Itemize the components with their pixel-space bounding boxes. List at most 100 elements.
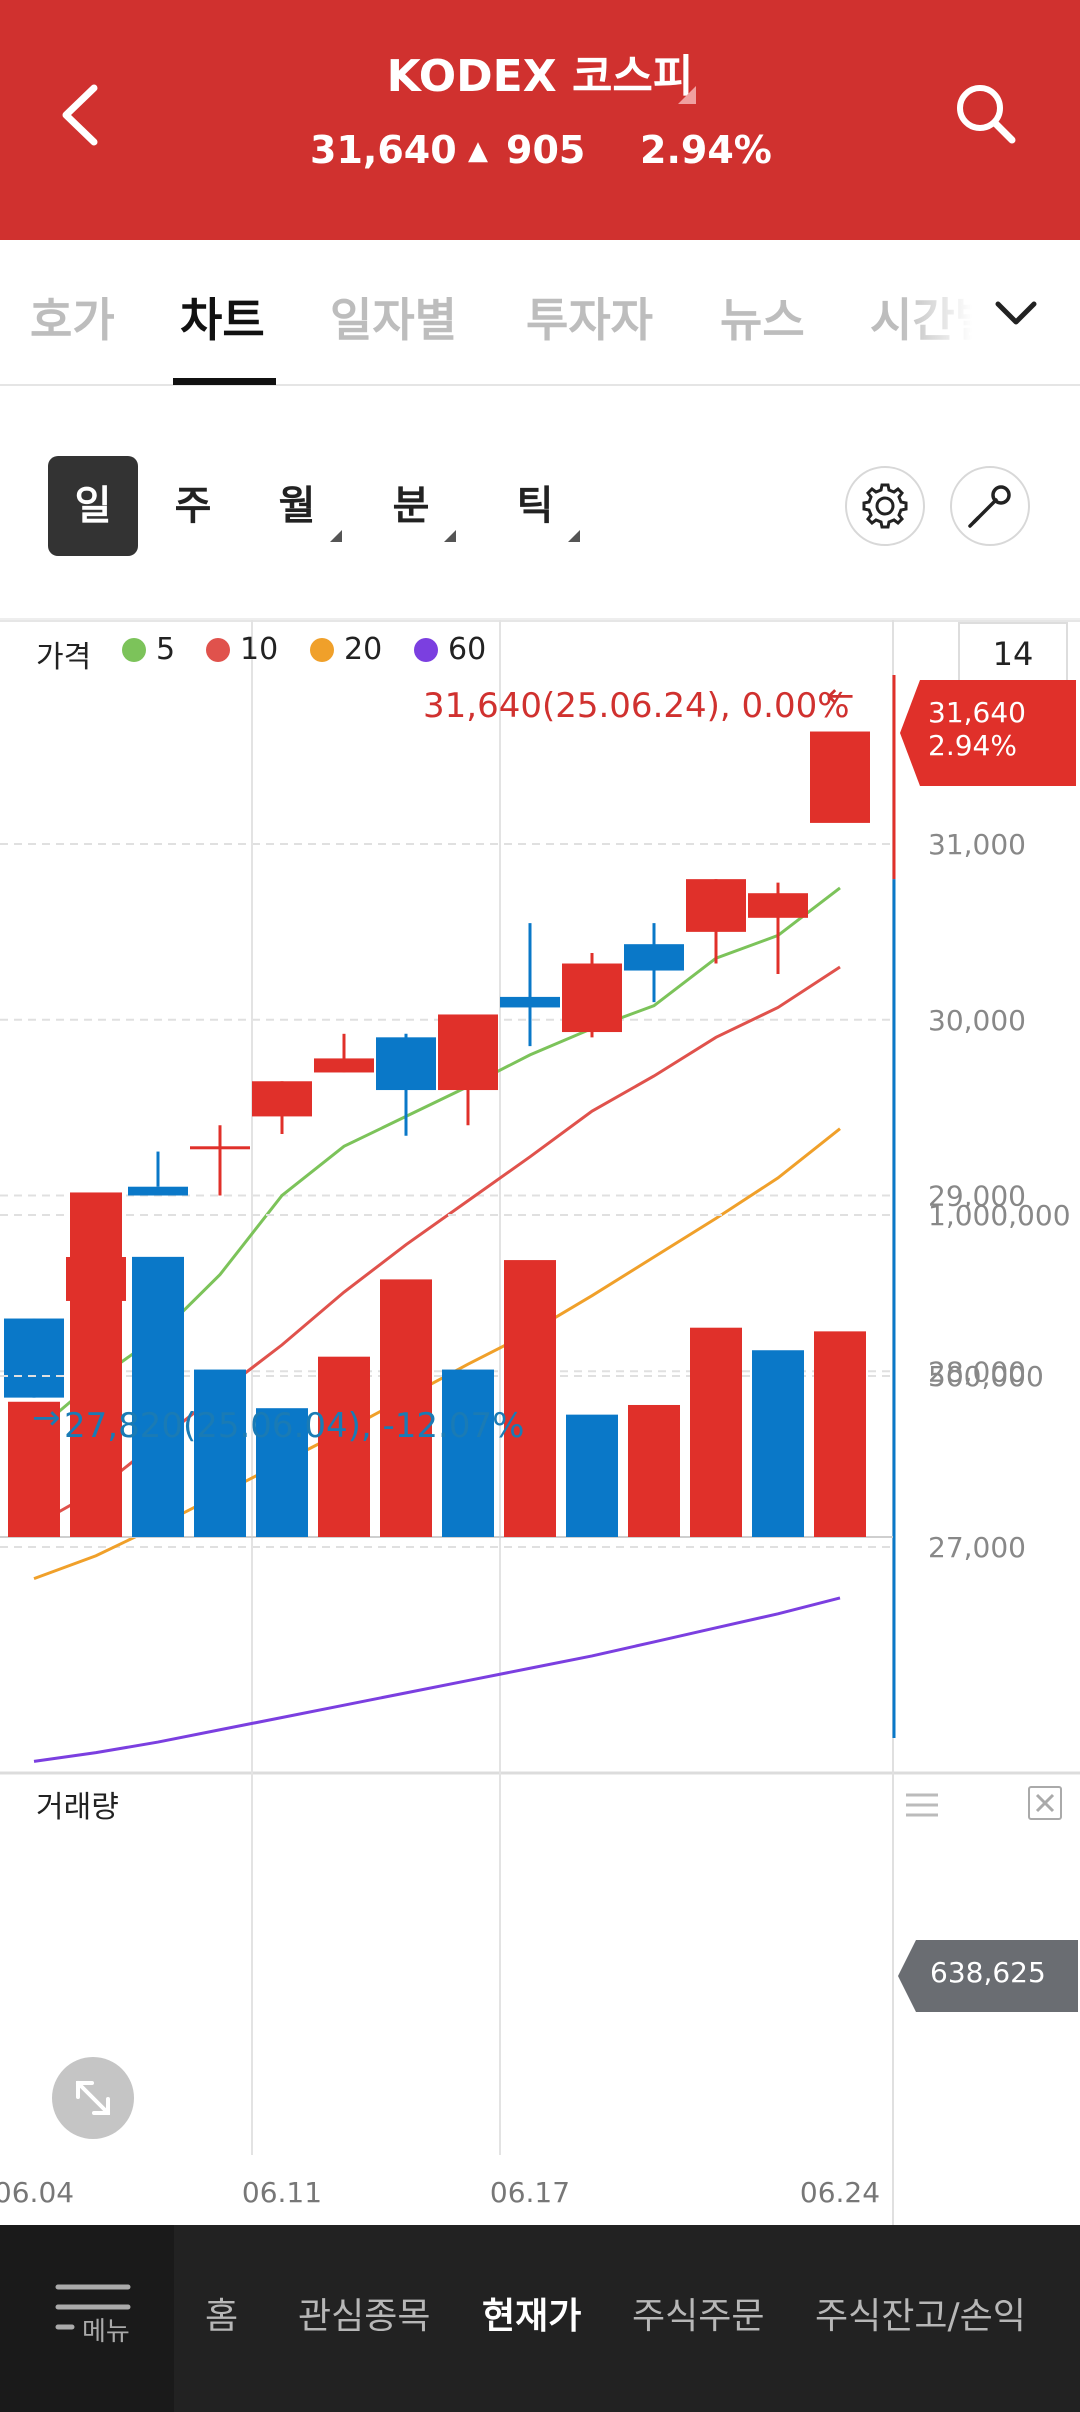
current-price: 31,640 (310, 128, 457, 172)
candle-body (376, 1037, 436, 1091)
ma60-line (33, 1596, 841, 1763)
price-row: 31,640 ▲ 905 2.94% (0, 128, 1080, 184)
expand-chart-button[interactable] (52, 2057, 134, 2139)
dropdown-triangle-icon (568, 530, 580, 542)
tab-news[interactable]: 뉴스 (720, 293, 805, 347)
candle-body (314, 1058, 374, 1073)
current-price-tag-text: 31,640 2.94% (928, 696, 1026, 762)
tab-investor[interactable]: 투자자 (526, 293, 653, 347)
period-selector: 일 주 월 분 틱 (0, 388, 1080, 620)
volume-bar (628, 1404, 680, 1537)
volume-bar (70, 1192, 122, 1537)
legend-ma10: 10 (206, 632, 278, 667)
legend-ma20: 20 (310, 632, 382, 667)
legend-ma5-label: 5 (156, 632, 176, 667)
volume-bar (690, 1327, 742, 1537)
volume-bar (752, 1350, 804, 1537)
legend-dot (310, 638, 334, 662)
price-change: 905 (506, 128, 586, 172)
volume-bar (380, 1279, 432, 1537)
period-count-input[interactable]: 14 (958, 622, 1068, 686)
menu-lines-icon[interactable] (904, 1790, 940, 1820)
candle-body (810, 731, 870, 823)
search-icon[interactable] (950, 78, 1022, 150)
chart-canvas[interactable]: 31,000 30,000 29,000 28,000 27,000 1,000,000 5… (0, 620, 1080, 2225)
candle-body (500, 996, 560, 1008)
x-tick-label: 06.17 (490, 2176, 570, 2209)
period-day-label: 일 (74, 483, 112, 529)
up-arrow-icon: ▲ (468, 136, 488, 166)
period-day-button[interactable]: 일 (48, 456, 138, 556)
legend-ma60: 60 (414, 632, 486, 667)
volume-bar (504, 1260, 556, 1537)
nav-home[interactable]: 홈 (205, 2296, 239, 2337)
stock-title[interactable]: KODEX 코스피 (386, 51, 694, 102)
candle-body (190, 1146, 250, 1150)
period-month-button[interactable]: 월 (252, 456, 342, 556)
candle-body (438, 1014, 498, 1091)
y-tick-label: 31,000 (928, 828, 1026, 861)
y-tick-label: 30,000 (928, 1004, 1026, 1037)
app-header: KODEX 코스피 31,640 ▲ 905 2.94% (0, 0, 1080, 240)
tag-price: 31,640 (928, 696, 1026, 729)
bottom-navigation: 메뉴 홈 관심종목 현재가 주식주문 주식잔고/손익 (0, 2225, 1080, 2412)
legend-dot (206, 638, 230, 662)
legend-dot (414, 638, 438, 662)
wrench-icon (968, 485, 1011, 528)
period-tick-label: 틱 (516, 483, 554, 529)
legend-ma10-label: 10 (240, 632, 279, 667)
candle-body (252, 1081, 312, 1117)
period-week-button[interactable]: 주 (148, 456, 238, 556)
legend-ma20-label: 20 (344, 632, 383, 667)
chart-tools-button[interactable] (950, 466, 1030, 546)
candle-body (562, 963, 622, 1033)
volume-bar (132, 1256, 184, 1537)
tab-hoga[interactable]: 호가 (30, 293, 115, 347)
period-week-label: 주 (174, 483, 212, 529)
active-tab-indicator (173, 378, 276, 385)
high-annotation: 31,640(25.06.24), 0.00% (423, 686, 850, 726)
left-arrow-icon: ← (826, 676, 855, 716)
current-price-tag (900, 680, 1076, 786)
dropdown-triangle-icon (444, 530, 456, 542)
nav-stock-order[interactable]: 주식주문 (632, 2296, 765, 2337)
menu-button[interactable]: 메뉴 (0, 2225, 174, 2412)
title-dropdown-icon[interactable] (678, 86, 696, 104)
legend-ma60-label: 60 (448, 632, 487, 667)
volume-bar (814, 1331, 866, 1537)
y-tick-label: 27,000 (928, 1531, 1026, 1564)
close-icon[interactable] (1028, 1786, 1062, 1820)
legend-ma5: 5 (122, 632, 175, 667)
y-tick-label: 29,000 (928, 1180, 1026, 1213)
tab-daily[interactable]: 일자별 (330, 293, 457, 347)
legend-price-label: 가격 (36, 640, 92, 675)
volume-tick-label: 500,000 (928, 1360, 1044, 1393)
volume-tag (898, 1940, 1078, 2012)
volume-bar (566, 1414, 618, 1537)
menu-label: 메뉴 (82, 2317, 130, 2347)
candle-body (748, 893, 808, 918)
tab-chart[interactable]: 차트 (180, 293, 265, 347)
back-arrow-icon[interactable] (50, 80, 110, 150)
chart-settings-button[interactable] (845, 466, 925, 546)
tag-pct: 2.94% (928, 729, 1017, 762)
nav-watchlist[interactable]: 관심종목 (298, 2296, 431, 2337)
candle-body (128, 1186, 188, 1196)
period-tick-button[interactable]: 틱 (490, 456, 580, 556)
hamburger-icon (55, 2284, 131, 2330)
nav-balance[interactable]: 주식잔고/손익 (815, 2296, 1026, 2337)
volume-bar (256, 1408, 308, 1537)
nav-current-price[interactable]: 현재가 (482, 2296, 582, 2337)
period-month-label: 월 (278, 483, 316, 529)
period-minute-label: 분 (392, 483, 430, 529)
volume-bar (442, 1369, 494, 1537)
candle-body (624, 944, 684, 971)
chevron-down-icon[interactable] (990, 288, 1042, 340)
volume-tick-label: 1,000,000 (928, 1199, 1071, 1232)
dropdown-triangle-icon (330, 530, 342, 542)
volume-tag-text: 638,625 (930, 1956, 1046, 1989)
period-minute-button[interactable]: 분 (366, 456, 456, 556)
price-chart[interactable]: 31,000 30,000 29,000 28,000 27,000 1,000,000 5… (0, 620, 1080, 2225)
legend-price: 가격 (36, 632, 91, 676)
tab-bar: 호가 차트 일자별 투자자 뉴스 시간별 (0, 240, 1080, 386)
